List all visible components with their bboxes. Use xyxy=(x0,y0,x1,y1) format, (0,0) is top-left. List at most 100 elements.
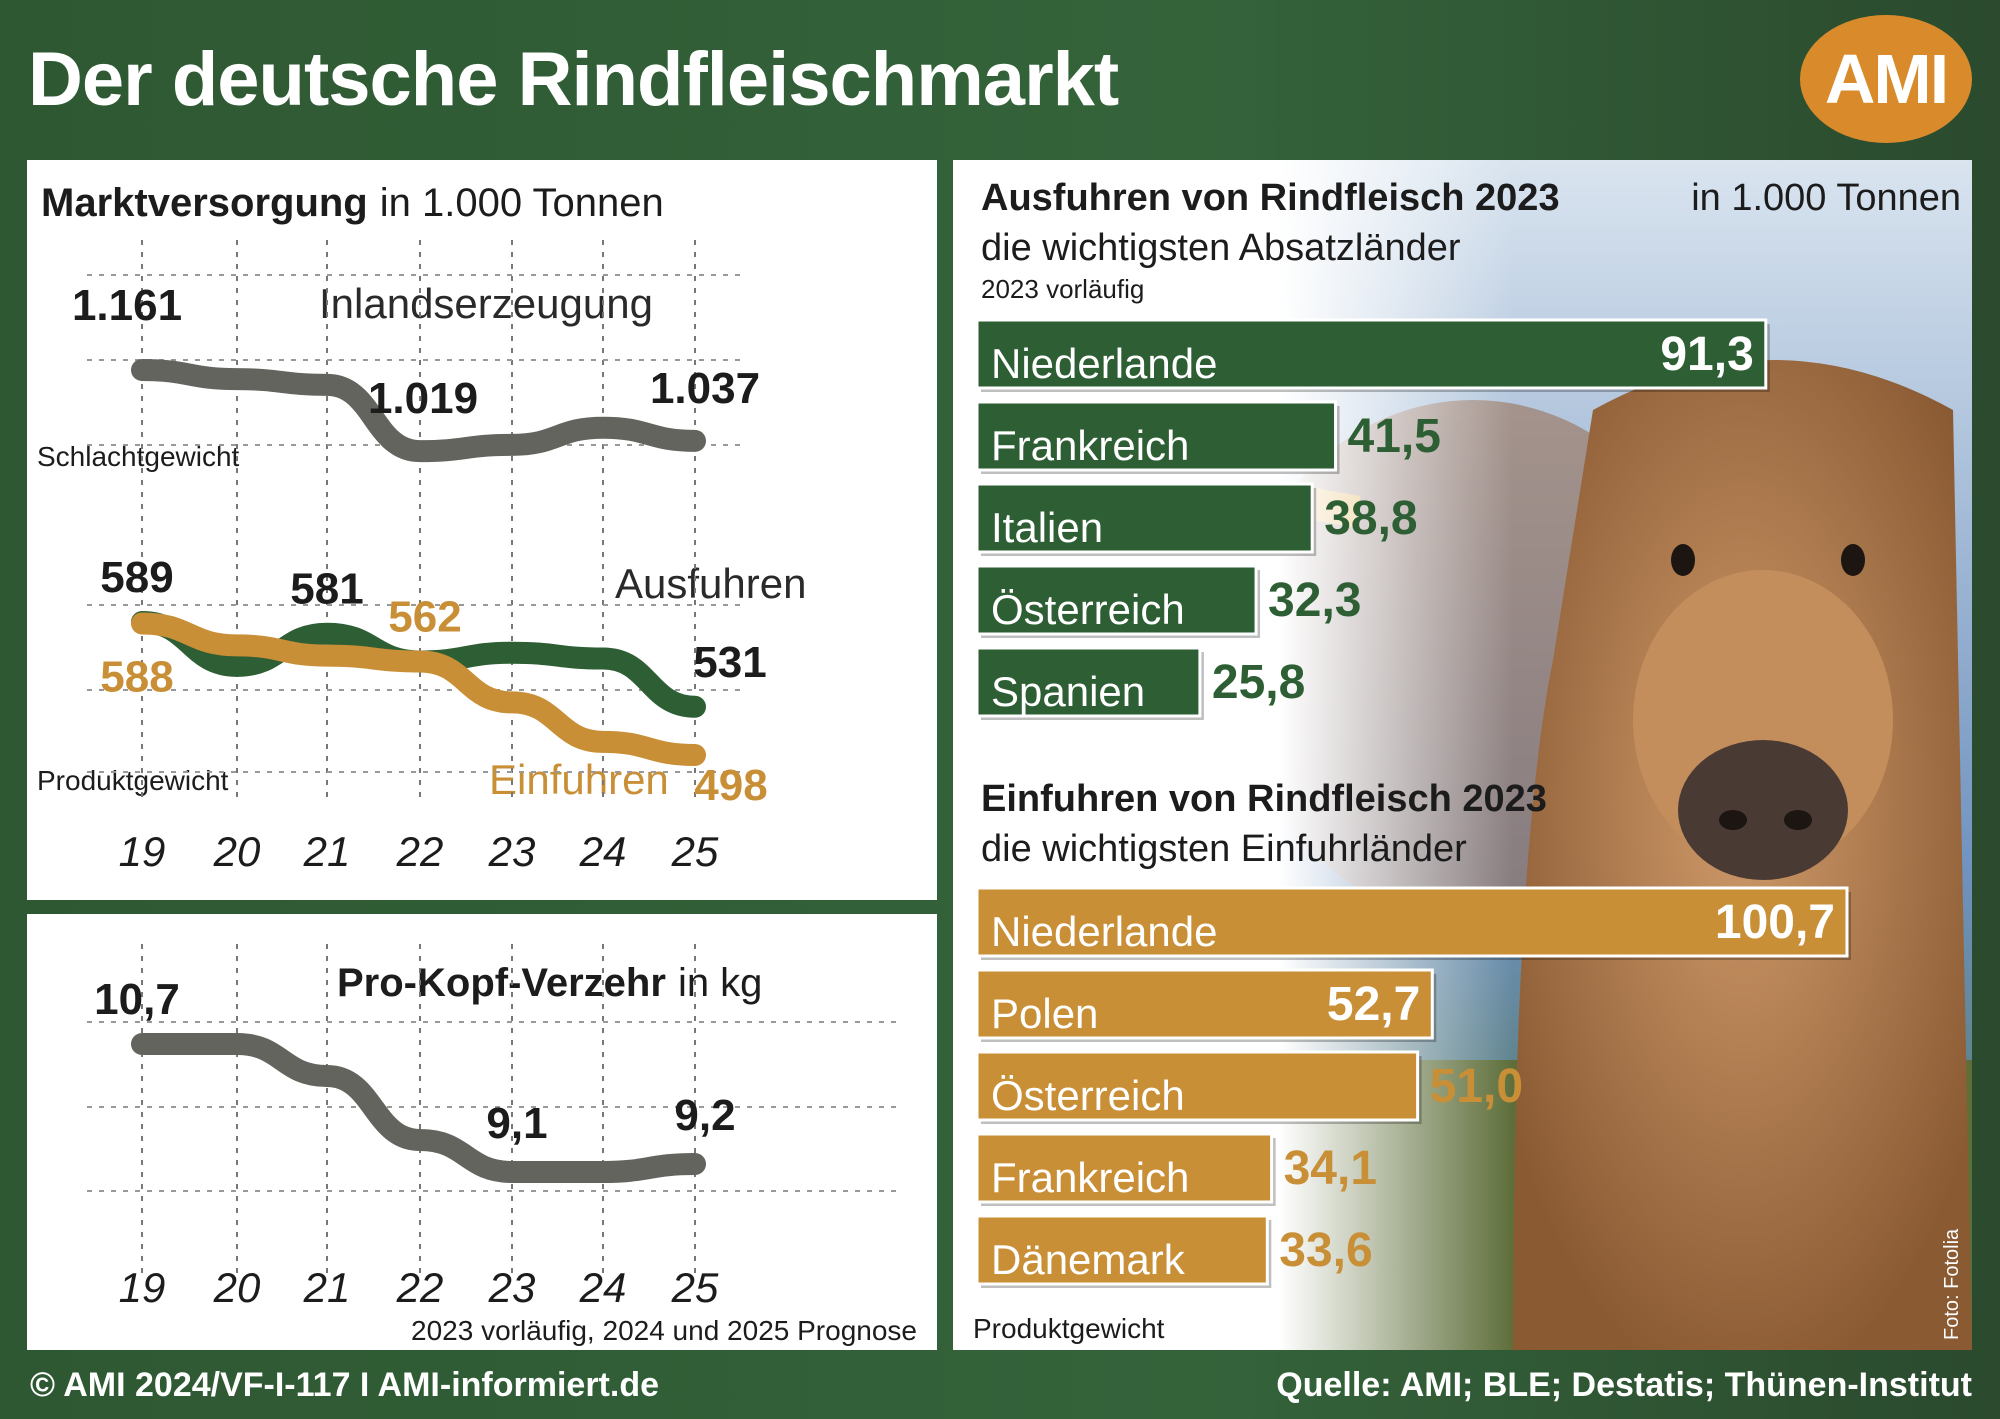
ausfuhren-data-label: 531 xyxy=(693,638,766,687)
bar-category-label: Niederlande xyxy=(991,908,1218,955)
bar-category-label: Österreich xyxy=(991,1072,1185,1119)
x-tick-label: 21 xyxy=(303,828,351,875)
forecast-note: 2023 vorläufig, 2024 und 2025 Prognose xyxy=(411,1315,917,1346)
ausfuhren-point xyxy=(236,664,238,667)
ausfuhren-point xyxy=(511,651,513,654)
export-title: Ausfuhren von Rindfleisch 2023 xyxy=(981,177,1560,219)
x-tick-label: 24 xyxy=(579,1264,627,1311)
bar-value-label: 100,7 xyxy=(1715,896,1835,949)
inlandserzeugung-point xyxy=(602,426,604,429)
export-subtitle: die wichtigsten Absatzländer xyxy=(981,227,1461,269)
ami-logo: AMI xyxy=(1800,15,1972,143)
y-unit-label-2: Produktgewicht xyxy=(37,765,229,796)
series-label-inlandserzeugung: Inlandserzeugung xyxy=(319,280,653,327)
inlandserzeugung-point xyxy=(236,378,238,381)
footer-copyright: © AMI 2024/VF-I-117 I AMI-informiert.de xyxy=(30,1366,659,1404)
ausfuhren-point xyxy=(694,705,696,708)
x-tick-label: 23 xyxy=(488,828,536,875)
bar-category-label: Frankreich xyxy=(991,1154,1189,1201)
bar-value-label: 91,3 xyxy=(1660,328,1753,381)
pro-kopf-line xyxy=(131,1033,706,1183)
chart-title: Pro-Kopf-Verzehr in kg xyxy=(337,961,762,1005)
per-capita-chart: Pro-Kopf-Verzehr in kg 2023 vorläufig, 20… xyxy=(87,944,917,1346)
export-unit: in 1.000 Tonnen xyxy=(1691,177,1961,219)
bar xyxy=(975,482,1314,554)
bar-category-label: Dänemark xyxy=(991,1236,1186,1283)
trade-bar-charts: Ausfuhren von Rindfleisch 2023 in 1.000 … xyxy=(973,177,1961,1344)
einfuhren-point xyxy=(511,701,513,704)
x-tick-label: 19 xyxy=(119,1264,166,1311)
footer-source: Quelle: AMI; BLE; Destatis; Thünen-Insti… xyxy=(1276,1366,1972,1404)
page-title: Der deutsche Rindfleischmarkt xyxy=(28,37,1119,122)
inlandserzeugung-point xyxy=(141,369,143,371)
bar-value-label: 51,0 xyxy=(1430,1060,1523,1113)
bar xyxy=(975,1214,1269,1286)
einfuhren-point xyxy=(602,740,604,743)
bar xyxy=(975,564,1258,636)
market-supply-chart: Marktversorgung in 1.000 Tonnen Schlachtg… xyxy=(37,181,806,875)
bar xyxy=(975,400,1338,472)
pro-kopf-point xyxy=(236,1043,238,1045)
bar-category-label: Italien xyxy=(991,504,1103,551)
bar-category-label: Polen xyxy=(991,990,1098,1037)
bar-value-label: 34,1 xyxy=(1284,1142,1377,1195)
x-tick-label: 22 xyxy=(396,1264,444,1311)
inlandserzeugung-point xyxy=(326,383,328,386)
bar xyxy=(975,886,1849,958)
einfuhren-point xyxy=(236,644,238,647)
einfuhren-data-label: 562 xyxy=(388,592,461,641)
inlandserzeugung-data-label: 1.037 xyxy=(650,364,760,413)
import-title: Einfuhren von Rindfleisch 2023 xyxy=(981,778,1547,820)
import-note: Produktgewicht xyxy=(973,1313,1165,1344)
bar-value-label: 25,8 xyxy=(1212,656,1305,709)
bar-value-label: 38,8 xyxy=(1324,492,1417,545)
chart-title: Marktversorgung in 1.000 Tonnen xyxy=(41,181,664,225)
inlandserzeugung-data-label: 1.161 xyxy=(72,281,182,330)
einfuhren-line xyxy=(131,612,706,766)
ausfuhren-data-label: 589 xyxy=(100,553,173,602)
einfuhren-point xyxy=(419,660,421,663)
bar-value-label: 32,3 xyxy=(1268,574,1361,627)
x-tick-label: 25 xyxy=(671,1264,719,1311)
x-tick-label: 20 xyxy=(213,1264,261,1311)
inlandserzeugung-point xyxy=(419,450,421,453)
per-capita-panel: Pro-Kopf-Verzehr in kg 2023 vorläufig, 20… xyxy=(27,914,937,1350)
bar-category-label: Österreich xyxy=(991,586,1185,633)
einfuhren-data-label: 588 xyxy=(100,652,173,701)
series-label-einfuhren: Einfuhren xyxy=(489,756,669,803)
einfuhren-point xyxy=(694,754,696,756)
bar-value-label: 52,7 xyxy=(1327,978,1420,1031)
inlandserzeugung-point xyxy=(694,439,696,442)
x-tick-label: 20 xyxy=(213,828,261,875)
photo-credit: Foto: Fotolia xyxy=(1941,1228,1963,1340)
series-label-ausfuhren: Ausfuhren xyxy=(615,560,806,607)
bar xyxy=(975,646,1202,718)
pro-kopf-point xyxy=(511,1171,513,1173)
x-tick-label: 19 xyxy=(119,828,166,875)
bar xyxy=(975,968,1434,1040)
x-tick-label: 22 xyxy=(396,828,444,875)
pro-kopf-point xyxy=(694,1163,696,1165)
pro-kopf-point xyxy=(326,1075,328,1077)
import-subtitle: die wichtigsten Einfuhrländer xyxy=(981,828,1467,870)
inlandserzeugung-data-label: 1.019 xyxy=(368,374,478,423)
x-tick-label: 24 xyxy=(579,828,627,875)
bar-category-label: Spanien xyxy=(991,668,1145,715)
bar xyxy=(975,1132,1274,1204)
einfuhren-data-label: 498 xyxy=(694,761,767,810)
bar-category-label: Niederlande xyxy=(991,340,1218,387)
ausfuhren-point xyxy=(602,657,604,660)
bar xyxy=(975,1050,1420,1122)
x-tick-label: 21 xyxy=(303,1264,351,1311)
market-supply-panel: Marktversorgung in 1.000 Tonnen Schlachtg… xyxy=(27,160,937,900)
bar xyxy=(975,318,1768,390)
x-tick-label: 25 xyxy=(671,828,719,875)
einfuhren-point xyxy=(141,622,143,625)
x-tick-label: 23 xyxy=(488,1264,536,1311)
bar-value-label: 33,6 xyxy=(1279,1224,1372,1277)
inlandserzeugung-point xyxy=(511,443,513,446)
ausfuhren-point xyxy=(326,632,328,635)
pro-kopf-data-label: 9,2 xyxy=(674,1091,735,1140)
y-unit-label: Schlachtgewicht xyxy=(37,441,240,472)
pro-kopf-point xyxy=(419,1139,421,1141)
